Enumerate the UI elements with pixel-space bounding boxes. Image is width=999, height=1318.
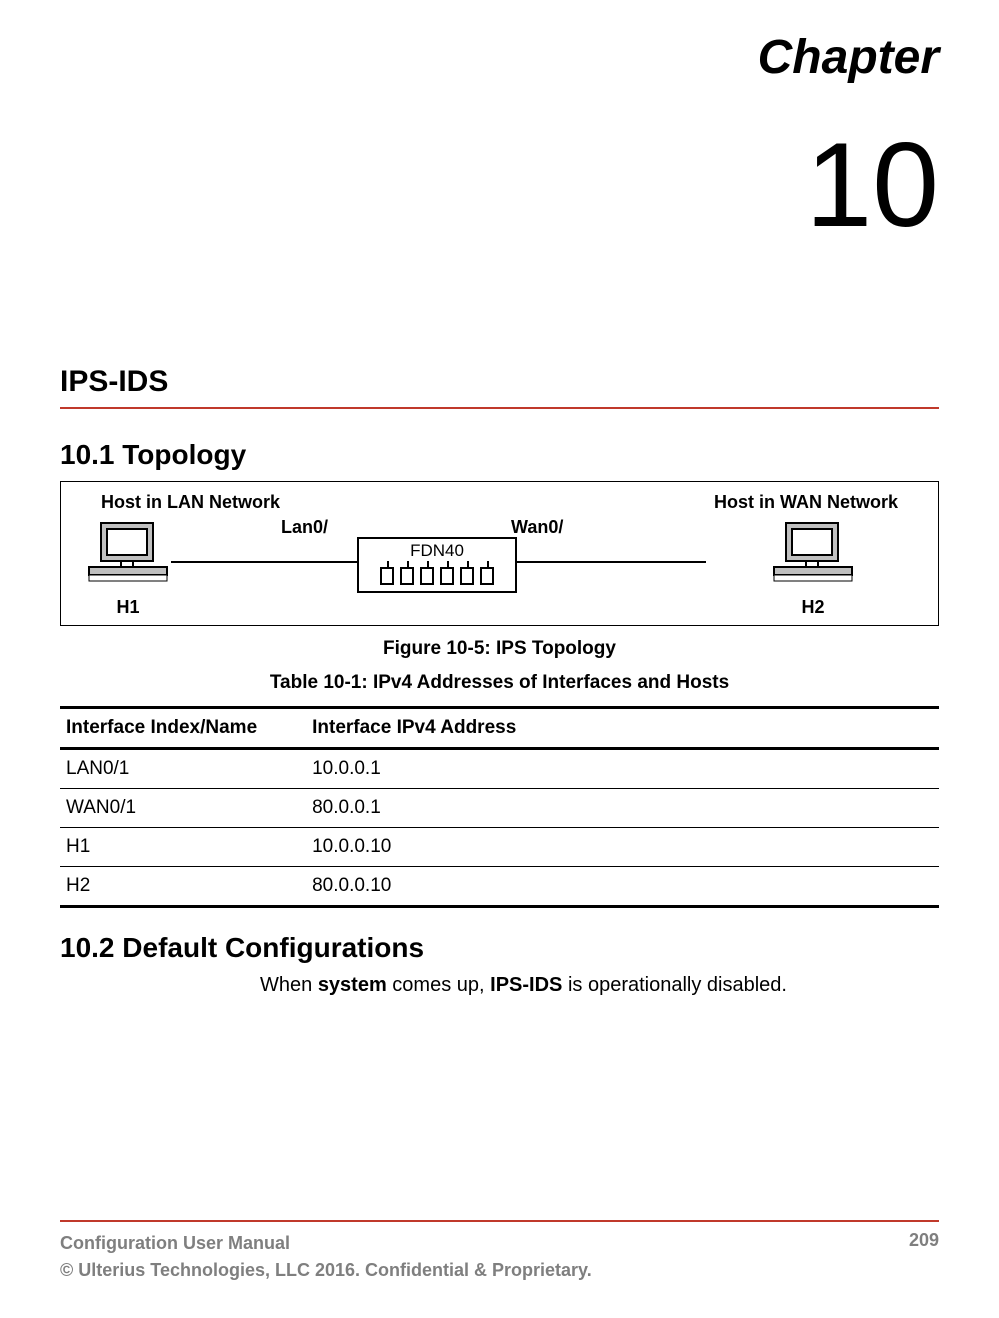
table-cell: H2	[60, 867, 306, 907]
address-table: Interface Index/Name Interface IPv4 Addr…	[60, 706, 939, 908]
table-header: Interface IPv4 Address	[306, 708, 939, 749]
table-cell: WAN0/1	[60, 789, 306, 828]
footer-rule	[60, 1220, 939, 1222]
host-h2-label: H2	[801, 597, 824, 618]
link-wan	[511, 561, 706, 563]
port-icon	[440, 567, 454, 585]
cfg-text-part: When	[260, 974, 318, 996]
chapter-label: Chapter	[60, 30, 939, 85]
page-title: IPS-IDS	[60, 365, 939, 399]
footer-page-number: 209	[909, 1230, 939, 1284]
table-header: Interface Index/Name	[60, 708, 306, 749]
default-config-heading: 10.2 Default Configurations	[60, 932, 939, 964]
port-icon	[420, 567, 434, 585]
table-cell: 80.0.0.10	[306, 867, 939, 907]
lan-network-label: Host in LAN Network	[101, 492, 280, 513]
wan-network-label: Host in WAN Network	[714, 492, 898, 513]
table-cell: LAN0/1	[60, 749, 306, 789]
host-icon-h2	[768, 519, 858, 589]
cfg-text-part: is operationally disabled.	[562, 974, 787, 996]
page-footer: Configuration User Manual © Ulterius Tec…	[60, 1212, 939, 1284]
device-fdn40: FDN40	[357, 537, 517, 593]
lan-interface-label: Lan0/	[281, 517, 328, 538]
table-cell: 10.0.0.1	[306, 749, 939, 789]
cfg-text-bold: IPS-IDS	[490, 974, 562, 996]
host-h1-label: H1	[116, 597, 139, 618]
port-icon	[380, 567, 394, 585]
port-icon	[460, 567, 474, 585]
table-cell: 10.0.0.10	[306, 828, 939, 867]
port-icon	[400, 567, 414, 585]
port-icon	[480, 567, 494, 585]
cfg-text-bold: system	[318, 974, 387, 996]
wan-interface-label: Wan0/	[511, 517, 563, 538]
footer-copyright: © Ulterius Technologies, LLC 2016. Confi…	[60, 1257, 592, 1284]
table-cell: H1	[60, 828, 306, 867]
topology-heading: 10.1 Topology	[60, 439, 939, 471]
default-config-text: When system comes up, IPS-IDS is operati…	[260, 974, 939, 997]
table-cell: 80.0.0.1	[306, 789, 939, 828]
device-name-label: FDN40	[359, 541, 515, 561]
chapter-number: 10	[60, 125, 939, 245]
footer-title: Configuration User Manual	[60, 1230, 592, 1257]
topology-figure: Host in LAN Network Host in WAN Network …	[60, 481, 939, 626]
host-icon-h1	[83, 519, 173, 589]
title-rule	[60, 407, 939, 409]
table-caption: Table 10-1: IPv4 Addresses of Interfaces…	[60, 672, 939, 694]
cfg-text-part: comes up,	[387, 974, 490, 996]
link-lan	[171, 561, 371, 563]
figure-caption: Figure 10-5: IPS Topology	[60, 638, 939, 660]
